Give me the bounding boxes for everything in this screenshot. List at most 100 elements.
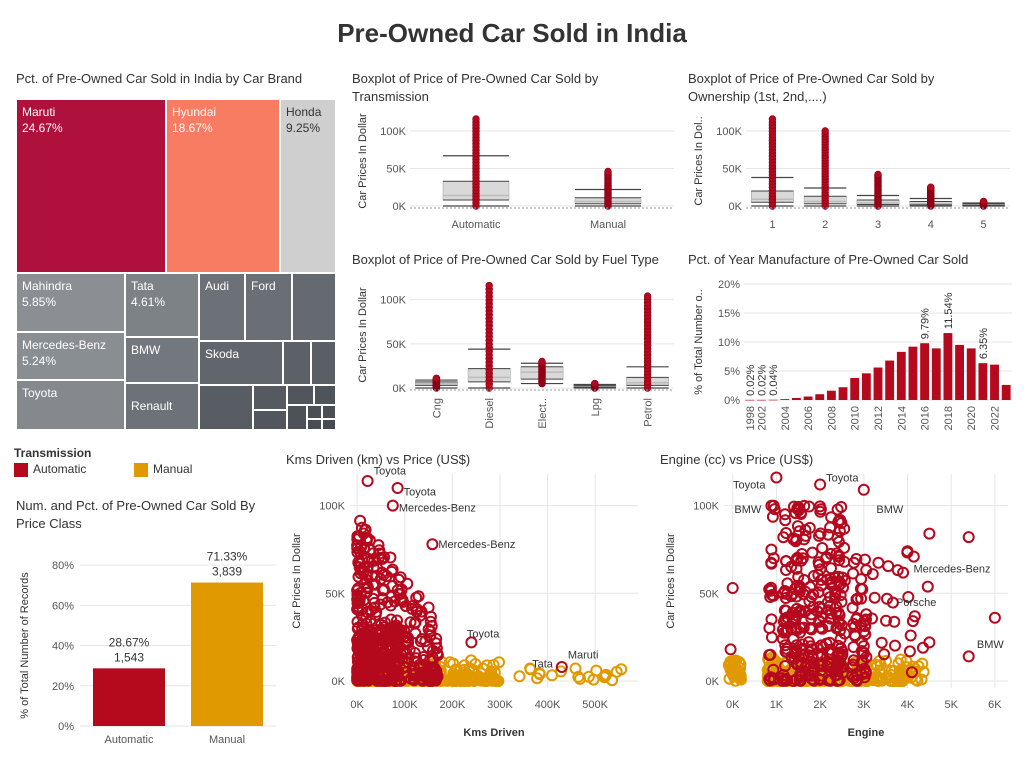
scatter-point bbox=[814, 527, 827, 540]
scatter-point bbox=[902, 591, 915, 603]
scatter-point bbox=[468, 672, 481, 684]
scatter-point bbox=[386, 623, 399, 636]
x-tick-label: 2002 bbox=[756, 406, 768, 430]
treemap-tile-toyota[interactable]: Toyota bbox=[16, 380, 125, 430]
x-tick-label: 300K bbox=[487, 699, 513, 711]
y-tick-label: 100K bbox=[380, 126, 406, 138]
point-annotation: Toyota bbox=[404, 487, 437, 499]
treemap-tile-ford[interactable]: Ford bbox=[245, 273, 292, 341]
scatter-point bbox=[847, 567, 859, 580]
scatter-point bbox=[555, 661, 568, 673]
outlier-point bbox=[768, 115, 777, 123]
scatter-point bbox=[767, 552, 780, 565]
treemap-tile-honda[interactable]: Honda 9.25% bbox=[280, 99, 336, 273]
point-annotation: Toyota bbox=[733, 480, 766, 492]
point-annotation: BMW bbox=[876, 504, 904, 516]
treemap-tile-small[interactable] bbox=[253, 385, 287, 410]
scatter-point bbox=[805, 608, 818, 621]
x-tick-label: Lpg bbox=[590, 398, 602, 416]
brand-treemap: Maruti 24.67% Hyundai 18.67% Honda 9.25%… bbox=[16, 99, 336, 430]
outlier-point bbox=[432, 374, 441, 382]
scatter-point bbox=[388, 646, 401, 659]
bar bbox=[850, 377, 860, 400]
scatter-engine-title: Engine (cc) vs Price (US$) bbox=[660, 452, 814, 467]
treemap-tile-small[interactable] bbox=[322, 405, 336, 419]
y-axis-title: Car Prices In Dollar bbox=[357, 287, 369, 383]
scatter-point bbox=[358, 671, 371, 684]
treemap-tile-skoda[interactable]: Skoda bbox=[199, 341, 283, 385]
point-annotation: Mercedes-Benz bbox=[438, 539, 515, 551]
scatter-point bbox=[416, 668, 429, 681]
scatter-point bbox=[816, 542, 829, 554]
treemap-tile-small[interactable] bbox=[283, 341, 311, 385]
treemap-tile-tata[interactable]: Tata 4.61% bbox=[125, 273, 199, 337]
scatter-point bbox=[371, 562, 383, 575]
scatter-point bbox=[822, 620, 835, 632]
treemap-tile-small[interactable] bbox=[311, 341, 336, 385]
treemap-tile-hyundai[interactable]: Hyundai 18.67% bbox=[166, 99, 280, 273]
treemap-tile-small[interactable] bbox=[314, 385, 336, 405]
scatter-point bbox=[806, 673, 819, 686]
treemap-tile-mahindra[interactable]: Mahindra 5.85% bbox=[16, 273, 125, 332]
bar bbox=[885, 360, 895, 400]
x-tick-label: 5K bbox=[944, 699, 958, 711]
treemap-title: Pct. of Pre-Owned Car Sold in India by C… bbox=[16, 71, 303, 86]
scatter-point bbox=[854, 582, 867, 595]
scatter-point bbox=[875, 674, 888, 687]
y-tick-label: 100K bbox=[380, 295, 406, 307]
treemap-label: Tata bbox=[131, 279, 154, 293]
scatter-point bbox=[764, 648, 777, 661]
treemap-tile-small[interactable] bbox=[322, 419, 336, 430]
scatter-point bbox=[805, 612, 818, 625]
treemap-label: Hyundai bbox=[172, 105, 217, 119]
y-axis-title: % of Total Number of Records bbox=[19, 572, 31, 719]
treemap-tile-maruti[interactable]: Maruti 24.67% bbox=[16, 99, 166, 273]
treemap-tile-small[interactable] bbox=[199, 385, 253, 430]
scatter-point bbox=[354, 545, 367, 558]
y-tick-label: 50K bbox=[722, 164, 742, 176]
treemap-tile-small[interactable] bbox=[253, 410, 287, 430]
treemap-tile-small[interactable] bbox=[287, 385, 314, 405]
outlier-points bbox=[979, 197, 988, 210]
legend-item-automatic[interactable]: Automatic bbox=[14, 462, 86, 477]
scatter-point bbox=[391, 657, 404, 670]
pct-label: 71.33% bbox=[207, 550, 248, 564]
scatter-point bbox=[799, 585, 812, 598]
scatter-point bbox=[850, 553, 863, 565]
treemap-tile-small[interactable] bbox=[307, 419, 322, 430]
x-tick-label: 2016 bbox=[920, 406, 932, 430]
scatter-point bbox=[875, 636, 888, 649]
scatter-point bbox=[376, 592, 389, 605]
treemap-tile-renault[interactable]: Renault bbox=[125, 383, 199, 430]
scatter-point bbox=[426, 538, 439, 551]
bar bbox=[943, 333, 953, 400]
treemap-pct: 5.24% bbox=[22, 354, 57, 368]
scatter-point bbox=[806, 546, 819, 559]
scatter-point bbox=[765, 557, 778, 570]
scatter-point bbox=[962, 650, 975, 663]
treemap-tile-small[interactable] bbox=[287, 405, 307, 430]
scatter-point bbox=[923, 527, 936, 540]
scatter-point bbox=[590, 664, 603, 677]
treemap-tile-bmw[interactable]: BMW bbox=[125, 337, 199, 383]
outlier-point bbox=[485, 281, 493, 290]
treemap-tile-small[interactable] bbox=[292, 273, 336, 341]
scatter-point bbox=[786, 612, 799, 625]
box-transmission-title: Boxplot of Price of Pre-Owned Car Sold b… bbox=[352, 71, 599, 104]
treemap-tile-small[interactable] bbox=[307, 405, 322, 419]
scatter-point bbox=[351, 584, 364, 597]
x-tick-label: 200K bbox=[439, 699, 465, 711]
legend-item-manual[interactable]: Manual bbox=[134, 462, 192, 477]
legend-label: Manual bbox=[153, 462, 193, 476]
scatter-point bbox=[812, 569, 825, 581]
x-axis-title: Engine bbox=[848, 727, 885, 739]
x-axis-title: Kms Driven bbox=[463, 727, 524, 739]
bar bbox=[768, 399, 778, 401]
treemap-tile-audi[interactable]: Audi bbox=[199, 273, 245, 341]
scatter-point bbox=[882, 560, 895, 573]
treemap-tile-mercedes-benz[interactable]: Mercedes-Benz 5.24% bbox=[16, 332, 125, 380]
scatter-point bbox=[889, 639, 901, 652]
bar-class-title: Num. and Pct. of Pre-Owned Car Sold By P… bbox=[16, 498, 256, 531]
point-annotation: Mercedes-Benz bbox=[914, 564, 991, 576]
scatter-point bbox=[850, 613, 863, 626]
